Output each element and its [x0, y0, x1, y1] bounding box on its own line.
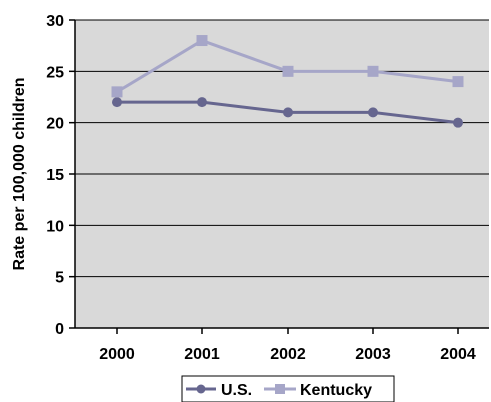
data-point-u-s-2001 [197, 97, 207, 108]
data-point-kentucky-2000 [111, 86, 123, 98]
x-tick-label-2001: 2001 [184, 346, 220, 363]
series-lines [111, 35, 464, 128]
data-point-u-s-2000 [112, 97, 122, 108]
x-tick-label-2004: 2004 [440, 346, 476, 363]
y-tick-label-25: 25 [46, 64, 64, 81]
legend-kentucky-label: Kentucky [300, 382, 372, 399]
legend-us-marker [196, 384, 206, 394]
data-point-kentucky-2002 [282, 65, 294, 77]
data-point-kentucky-2004 [452, 76, 464, 88]
x-tick-label-2002: 2002 [270, 346, 306, 363]
y-ticks: 0 5 10 15 20 25 30 [46, 13, 75, 338]
gridlines [75, 19, 489, 278]
legend: U.S. Kentucky [181, 375, 395, 402]
y-tick-label-15: 15 [46, 167, 64, 184]
x-ticks: 2000 2001 2002 2003 2004 [99, 328, 476, 363]
y-tick-label-5: 5 [55, 270, 64, 287]
data-point-u-s-2004 [453, 117, 463, 128]
y-tick-label-20: 20 [46, 116, 64, 133]
legend-us-label: U.S. [221, 382, 252, 399]
data-point-kentucky-2003 [367, 65, 379, 77]
data-point-u-s-2003 [368, 107, 378, 118]
data-point-u-s-2002 [283, 107, 293, 118]
y-tick-label-30: 30 [46, 13, 64, 30]
x-tick-label-2000: 2000 [99, 346, 135, 363]
y-tick-label-10: 10 [46, 218, 64, 235]
y-axis-title: Rate per 100,000 children [11, 78, 28, 271]
legend-kentucky-marker [275, 384, 285, 394]
x-tick-label-2003: 2003 [355, 346, 391, 363]
data-point-kentucky-2001 [196, 35, 208, 47]
y-tick-label-0: 0 [55, 321, 64, 338]
